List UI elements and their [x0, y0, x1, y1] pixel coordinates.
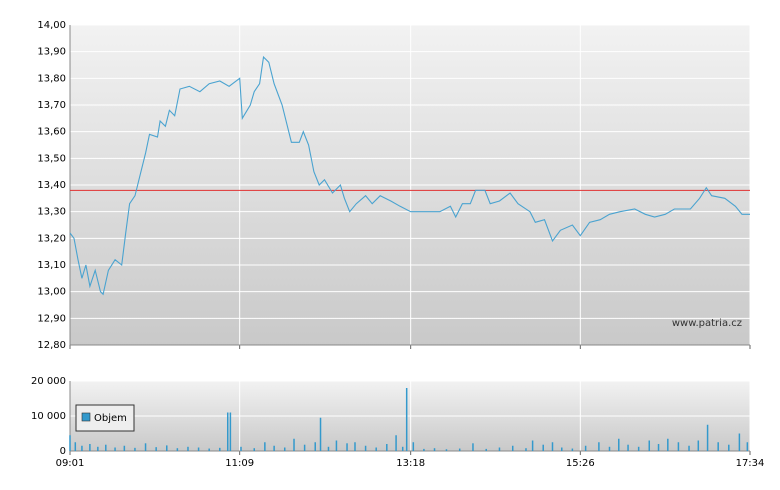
- volume-bar: [746, 442, 749, 451]
- y-tick-label: 13,90: [37, 47, 66, 58]
- volume-bar: [717, 442, 719, 451]
- volume-bar: [412, 442, 415, 451]
- y-tick-label: 13,30: [37, 207, 66, 218]
- volume-bar: [89, 444, 91, 451]
- watermark: www.patria.cz: [672, 318, 742, 329]
- volume-bar: [264, 442, 266, 451]
- y-tick-label: 12,90: [37, 313, 66, 324]
- volume-bar: [97, 446, 99, 451]
- volume-bar: [531, 440, 534, 451]
- y-tick-label: 20 000: [31, 376, 66, 387]
- y-tick-label: 0: [60, 446, 66, 457]
- volume-bar: [584, 445, 587, 451]
- y-tick-label: 13,20: [37, 233, 66, 244]
- volume-bar: [433, 448, 436, 451]
- volume-bar: [81, 445, 83, 451]
- volume-bar: [283, 447, 286, 451]
- volume-bar: [423, 448, 425, 451]
- volume-bar: [155, 447, 157, 451]
- volume-bar: [226, 412, 229, 451]
- volume-bar: [542, 444, 544, 451]
- volume-bar: [219, 447, 221, 451]
- volume-bar: [386, 444, 388, 451]
- volume-bar: [176, 448, 179, 451]
- volume-bar: [335, 440, 338, 451]
- volume-bar: [498, 447, 501, 451]
- x-tick-label: 09:01: [56, 458, 85, 469]
- volume-bar: [208, 448, 210, 451]
- volume-bar: [618, 438, 620, 451]
- y-tick-label: 13,50: [37, 153, 66, 164]
- volume-bar: [327, 446, 330, 451]
- y-tick-label: 12,80: [37, 340, 66, 351]
- volume-bar: [571, 448, 574, 451]
- volume-bar: [657, 444, 660, 451]
- y-tick-label: 13,60: [37, 127, 66, 138]
- volume-bar: [458, 448, 461, 451]
- volume-bar: [197, 447, 200, 451]
- volume-bar: [525, 448, 527, 451]
- volume-bar: [303, 444, 306, 451]
- volume-bar: [293, 438, 295, 451]
- legend-swatch: [81, 412, 91, 422]
- volume-bar: [114, 447, 116, 451]
- x-tick-label: 13:18: [396, 458, 425, 469]
- volume-bar: [346, 443, 348, 451]
- price-line: [69, 55, 750, 296]
- y-tick-label: 14,00: [37, 20, 66, 31]
- y-tick-label: 10 000: [31, 411, 66, 422]
- volume-bar: [637, 446, 640, 451]
- y-tick-label: 13,70: [37, 100, 66, 111]
- volume-bar: [69, 435, 71, 451]
- volume-bar: [561, 447, 563, 451]
- volume-bar: [697, 440, 700, 451]
- volume-bar: [738, 433, 741, 451]
- volume-bar: [229, 412, 232, 451]
- volume-bar: [354, 442, 356, 451]
- y-tick-label: 13,00: [37, 287, 66, 298]
- x-tick-label: 11:09: [225, 458, 254, 469]
- volume-bar: [485, 448, 487, 451]
- volume-bar: [551, 442, 554, 451]
- volume-bar: [445, 449, 448, 451]
- y-tick-label: 13,10: [37, 260, 66, 271]
- volume-bar: [74, 442, 77, 451]
- volume-bar: [401, 446, 404, 451]
- legend-label: Objem: [94, 413, 127, 424]
- volume-bar: [688, 445, 690, 451]
- volume-bar: [375, 447, 377, 451]
- volume-bar: [667, 438, 669, 451]
- x-tick-label: 17:34: [736, 458, 765, 469]
- volume-bar: [187, 446, 189, 451]
- volume-bar: [472, 443, 474, 451]
- volume-bar: [253, 448, 255, 451]
- volume-bar: [395, 435, 397, 451]
- volume-bar: [598, 442, 600, 451]
- volume-bar: [677, 442, 680, 451]
- volume-bar: [144, 443, 147, 451]
- volume-bar: [648, 440, 651, 451]
- volume-bar: [240, 446, 242, 451]
- volume-bar: [314, 442, 316, 451]
- volume-bar: [273, 445, 275, 451]
- volume-bar: [134, 447, 136, 451]
- y-tick-label: 13,80: [37, 73, 66, 84]
- volume-bar: [364, 445, 367, 451]
- volume-bar: [608, 446, 611, 451]
- volume-bar: [405, 388, 408, 451]
- volume-bar: [627, 444, 629, 451]
- volume-bar: [511, 445, 514, 451]
- volume-bar: [319, 417, 322, 451]
- x-tick-label: 15:26: [566, 458, 595, 469]
- volume-bar: [123, 445, 126, 451]
- volume-bar: [105, 444, 107, 451]
- volume-bar: [166, 445, 168, 451]
- volume-bar: [728, 444, 730, 451]
- y-tick-label: 13,40: [37, 180, 66, 191]
- volume-bar: [706, 424, 709, 451]
